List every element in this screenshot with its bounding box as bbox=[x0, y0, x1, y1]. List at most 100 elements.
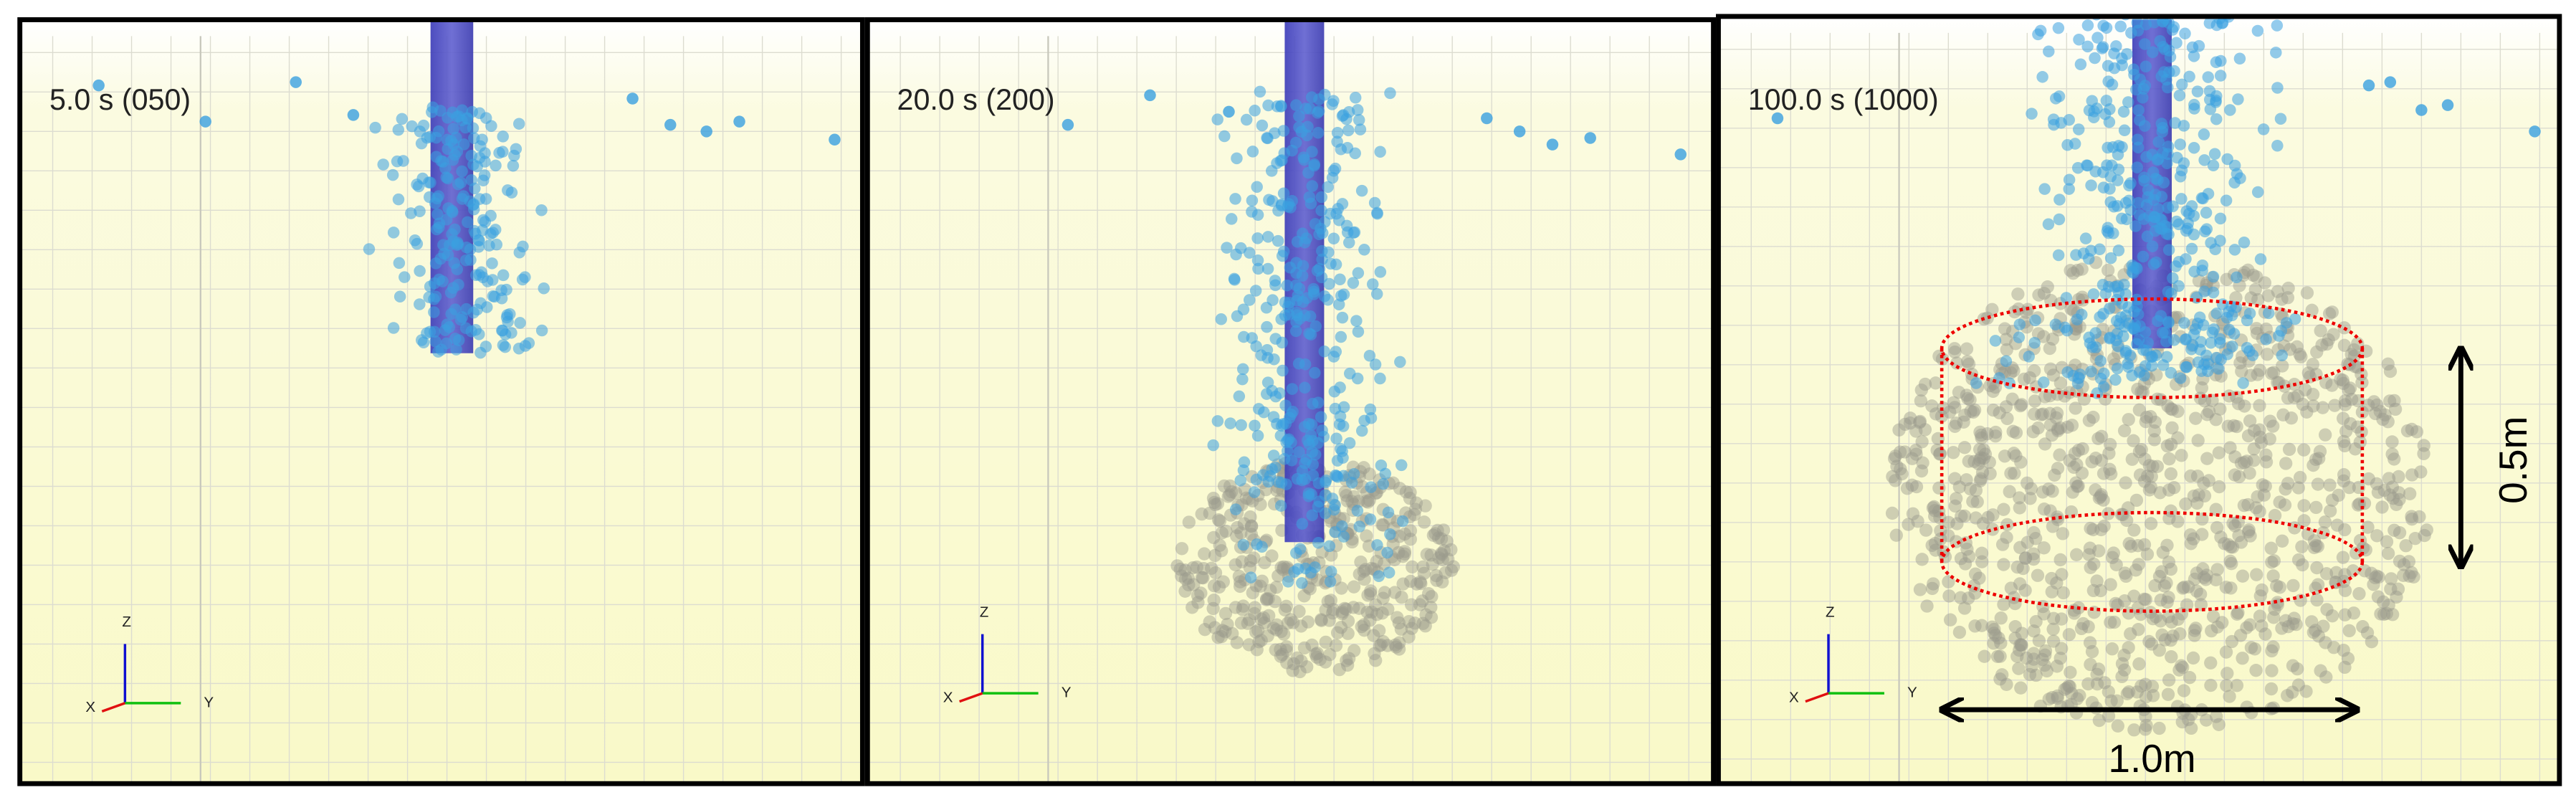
sediment-particle bbox=[1980, 427, 1994, 441]
water-particle bbox=[2210, 113, 2223, 125]
sediment-particle bbox=[1416, 616, 1430, 630]
water-particle bbox=[1298, 421, 1311, 433]
water-particle bbox=[2210, 351, 2223, 364]
sediment-particle bbox=[2179, 497, 2193, 511]
sediment-particle bbox=[1950, 356, 1964, 370]
sediment-particle bbox=[2299, 685, 2313, 698]
water-particle bbox=[2089, 166, 2102, 178]
sediment-particle bbox=[2213, 480, 2226, 494]
sediment-particle bbox=[2058, 389, 2071, 403]
sediment-particle bbox=[2032, 288, 2046, 302]
sediment-particle bbox=[2158, 633, 2172, 647]
sediment-particle bbox=[2310, 593, 2324, 607]
sediment-particle bbox=[1347, 490, 1361, 504]
sediment-particle bbox=[2111, 598, 2124, 612]
sediment-particle bbox=[1933, 447, 1947, 461]
sediment-particle bbox=[1203, 506, 1216, 520]
water-particle bbox=[1283, 411, 1296, 424]
water-particle bbox=[2141, 230, 2154, 243]
sediment-particle bbox=[1906, 507, 1920, 520]
water-particle bbox=[2180, 205, 2193, 217]
sediment-particle bbox=[1191, 596, 1205, 609]
sediment-particle bbox=[1170, 559, 1184, 573]
sediment-particle bbox=[2345, 392, 2359, 406]
sediment-particle bbox=[1326, 606, 1340, 620]
sediment-particle bbox=[1995, 668, 2009, 682]
sediment-particle bbox=[2220, 272, 2233, 286]
sediment-particle bbox=[2083, 541, 2097, 555]
sediment-particle bbox=[1256, 611, 1271, 624]
water-particle bbox=[1371, 539, 1383, 551]
water-particle bbox=[1316, 253, 1328, 266]
sediment-particle bbox=[2027, 407, 2041, 421]
sediment-particle bbox=[2374, 607, 2387, 621]
sediment-particle bbox=[2075, 466, 2089, 480]
water-particle bbox=[1246, 332, 1259, 344]
sediment-particle bbox=[1909, 424, 1923, 438]
sediment-particle bbox=[1929, 543, 1942, 557]
water-particle bbox=[1337, 401, 1350, 414]
water-particle bbox=[2038, 183, 2051, 195]
water-particle bbox=[2049, 318, 2062, 330]
water-particle bbox=[2170, 37, 2183, 49]
sediment-particle bbox=[2082, 414, 2096, 427]
sediment-particle bbox=[2297, 514, 2311, 528]
sediment-particle bbox=[2013, 643, 2026, 657]
sediment-particle bbox=[1342, 652, 1356, 665]
water-particle bbox=[505, 327, 517, 339]
water-particle bbox=[626, 92, 639, 105]
sediment-particle bbox=[1960, 355, 1975, 368]
sediment-particle bbox=[1334, 621, 1348, 634]
sediment-particle bbox=[1967, 405, 1980, 419]
sediment-particle bbox=[2118, 594, 2132, 608]
sediment-particle bbox=[1212, 580, 1226, 594]
sediment-particle bbox=[1352, 495, 1365, 508]
water-particle bbox=[497, 269, 510, 282]
water-particle bbox=[447, 123, 459, 135]
water-particle bbox=[2173, 89, 2186, 102]
sediment-particle bbox=[2218, 537, 2231, 551]
sediment-particle bbox=[1440, 534, 1454, 548]
water-particle bbox=[1277, 125, 1290, 137]
water-particle bbox=[2196, 265, 2208, 277]
sediment-particle bbox=[2250, 270, 2263, 284]
sediment-particle bbox=[2171, 404, 2185, 419]
sediment-particle bbox=[2263, 432, 2276, 446]
water-particle bbox=[1229, 193, 1241, 205]
water-particle bbox=[1322, 293, 1334, 306]
sediment-particle bbox=[2186, 651, 2200, 665]
water-particle bbox=[2085, 366, 2097, 378]
water-particle bbox=[2102, 141, 2114, 154]
water-particle bbox=[1296, 465, 1309, 477]
sediment-particle bbox=[2063, 680, 2077, 693]
water-particle bbox=[2156, 125, 2169, 138]
sediment-particle bbox=[2275, 292, 2289, 306]
sediment-particle bbox=[1213, 514, 1227, 528]
sediment-particle bbox=[1942, 589, 1956, 603]
sediment-particle bbox=[2000, 343, 2013, 357]
sediment-particle bbox=[2086, 583, 2100, 598]
sediment-particle bbox=[2058, 682, 2071, 696]
sediment-particle bbox=[1242, 638, 1256, 652]
sediment-particle bbox=[2085, 644, 2099, 659]
sediment-particle bbox=[2016, 561, 2030, 576]
sediment-particle bbox=[2038, 648, 2052, 662]
sediment-particle bbox=[2220, 679, 2233, 692]
water-particle bbox=[2132, 133, 2144, 146]
water-particle bbox=[2183, 70, 2195, 83]
sediment-particle bbox=[2164, 562, 2178, 576]
sediment-particle bbox=[1218, 606, 1233, 621]
sediment-particle bbox=[2115, 670, 2129, 684]
sediment-particle bbox=[2153, 486, 2167, 500]
sediment-particle bbox=[2138, 452, 2152, 466]
sediment-particle bbox=[1335, 606, 1349, 621]
sediment-particle bbox=[2353, 435, 2367, 449]
water-particle bbox=[1349, 92, 1362, 104]
sediment-particle bbox=[1392, 546, 1406, 560]
sediment-particle bbox=[2370, 477, 2384, 491]
sediment-particle bbox=[2145, 680, 2160, 693]
sediment-particle bbox=[2215, 616, 2229, 629]
water-particle bbox=[1395, 459, 1408, 472]
water-particle bbox=[2100, 95, 2113, 107]
